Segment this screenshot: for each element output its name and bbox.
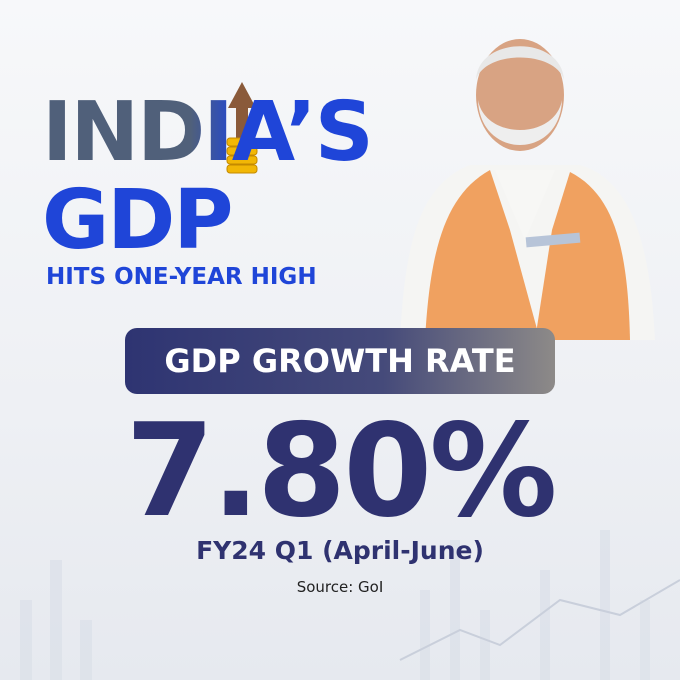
- subtitle: HITS ONE-YEAR HIGH: [46, 264, 317, 290]
- metric-label: GDP GROWTH RATE: [125, 328, 555, 394]
- metric-value: 7.80%: [125, 397, 557, 546]
- metric-period: FY24 Q1 (April-June): [196, 536, 484, 565]
- title: GDP: [42, 173, 233, 268]
- title: INDIA’S: [42, 85, 374, 180]
- source: Source: GoI: [296, 578, 384, 596]
- portrait: [400, 39, 655, 340]
